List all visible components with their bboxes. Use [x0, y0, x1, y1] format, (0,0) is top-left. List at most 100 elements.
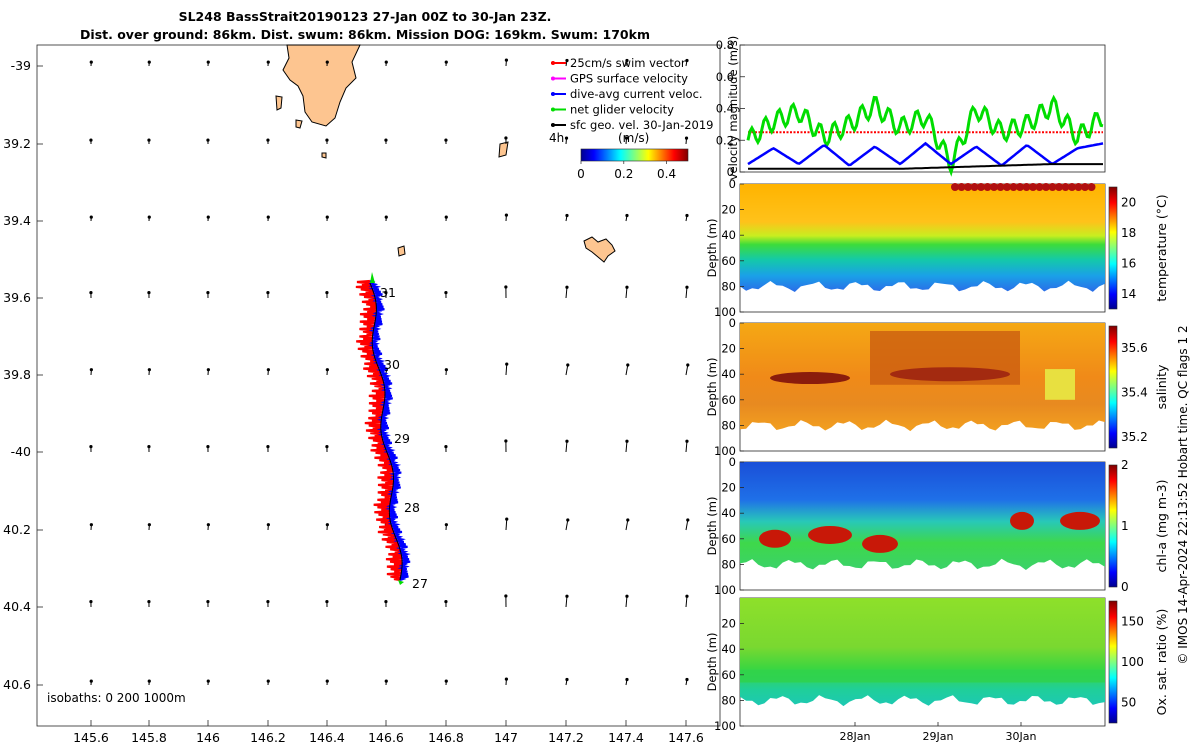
- geo-arrow-head: [206, 445, 210, 449]
- track-line: [369, 282, 403, 581]
- geo-arrow-shaft: [685, 364, 689, 376]
- geo-arrow-head: [444, 215, 448, 219]
- section-ytick-label: 100: [714, 305, 736, 319]
- section-xtick-label: 30Jan: [1006, 730, 1037, 743]
- geo-arrow-head: [89, 138, 93, 142]
- warm-surface-mark: [1003, 183, 1011, 191]
- warm-surface-mark: [1016, 183, 1024, 191]
- geo-arrow-shaft: [625, 364, 629, 376]
- section-ylabel: Depth (m): [705, 497, 719, 556]
- warm-surface-mark: [1087, 183, 1096, 191]
- geo-arrow-head: [686, 518, 690, 522]
- section-cbar-label: Ox. sat. ratio (%): [1154, 609, 1169, 716]
- geo-arrow-head: [504, 213, 509, 217]
- section-colorbar: [1108, 464, 1118, 588]
- legend-label: GPS surface velocity: [570, 72, 688, 86]
- section-ytick-label: 100: [714, 719, 736, 733]
- geo-arrow-head: [147, 600, 151, 604]
- section-ytick-label: 40: [721, 506, 736, 520]
- geo-arrow-head: [625, 213, 629, 218]
- geo-arrow-head: [444, 138, 448, 142]
- warm-surface-mark: [1022, 183, 1031, 191]
- geo-arrow-head: [685, 439, 689, 443]
- chl-max-patch: [862, 534, 898, 553]
- land-islet: [295, 119, 303, 129]
- geo-arrow-shaft: [565, 441, 568, 453]
- section-cbar-label: chl-a (mg m-3): [1154, 480, 1169, 573]
- warm-surface-mark: [1081, 183, 1089, 191]
- map-tick-labels: 145.6 145.8 146 146.2 146.4 146.6 146.8 147 147.…: [3, 58, 704, 745]
- geo-arrow-head: [266, 523, 270, 527]
- section-cbar-tick: 14: [1121, 287, 1136, 301]
- geo-arrow-head: [89, 445, 93, 449]
- section-ytick-label: 20: [721, 203, 736, 217]
- warm-surface-mark: [1061, 183, 1070, 191]
- map-xtick-label: 147: [494, 730, 518, 745]
- oxygen-band: [740, 669, 1105, 683]
- geo-arrow-head: [565, 594, 569, 598]
- velocity-ytick-label: 0.4: [716, 102, 734, 116]
- geo-arrow-head: [565, 58, 569, 63]
- geo-arrow-head: [147, 215, 151, 219]
- geo-arrow-head: [444, 291, 448, 295]
- net-velocity-marker: [370, 272, 375, 283]
- day-label: 27: [412, 576, 428, 591]
- section-xtick-label: 28Jan: [840, 730, 871, 743]
- geo-arrow-head: [626, 518, 630, 522]
- geo-arrow-head: [266, 368, 270, 372]
- geo-arrow-head: [566, 518, 570, 522]
- legend-swatch-dot: [551, 123, 555, 127]
- map-ytick-label: 39.8: [3, 367, 31, 382]
- warm-surface-mark: [970, 183, 979, 191]
- map-ytick-label: 40.4: [3, 599, 31, 614]
- geo-arrow-head: [325, 215, 329, 219]
- geo-arrow-shaft: [625, 441, 628, 453]
- velocity-ticks: 0 0.2 0.4 0.6 0.8: [716, 38, 745, 179]
- velocity-ytick-label: 0.8: [716, 38, 734, 52]
- map-xtick-label: 146.2: [250, 730, 286, 745]
- legend-label: net glider velocity: [570, 103, 674, 117]
- section-cbar-tick: 35.6: [1121, 341, 1148, 355]
- velocity-series-line: [748, 163, 1103, 170]
- geo-arrow-head: [625, 285, 629, 289]
- section-cbar-tick: 16: [1121, 256, 1136, 270]
- map-ytick-label: 40.6: [3, 677, 31, 692]
- map-ytick-label: 39.6: [3, 290, 31, 305]
- section-ytick-label: 0: [729, 316, 736, 330]
- map-xtick-label: 145.6: [73, 730, 109, 745]
- velocity-series-line: [747, 141, 1104, 167]
- map-xtick-label: 146.4: [309, 730, 345, 745]
- section-cbar-tick: 20: [1121, 195, 1136, 209]
- geo-arrow-head: [325, 600, 329, 604]
- low-salinity-patch: [1045, 369, 1075, 400]
- section-ylabel: Depth (m): [705, 358, 719, 417]
- day-label: 29: [394, 431, 410, 446]
- geo-arrow-head: [565, 677, 569, 682]
- geo-arrow-head: [147, 291, 151, 295]
- geo-arrow-head: [266, 600, 270, 604]
- net-velocity-marker: [398, 580, 404, 585]
- velocity-panel: 0 0.2 0.4 0.6 0.8 velocity magnitude (m/s): [716, 36, 1106, 180]
- map-xtick-label: 146: [196, 730, 220, 745]
- geo-arrow-head: [206, 368, 210, 372]
- geo-arrow-head: [206, 60, 210, 64]
- geo-arrow-head: [505, 517, 509, 521]
- land-islet: [397, 245, 406, 257]
- geo-arrow-head: [626, 363, 630, 367]
- geo-arrow-head: [564, 136, 569, 140]
- warm-surface-mark: [990, 183, 998, 191]
- geo-arrow-head: [444, 523, 448, 527]
- geo-arrow-head: [684, 136, 689, 140]
- geo-arrow-head: [384, 291, 388, 295]
- geo-arrow-shaft: [625, 287, 628, 299]
- geo-arrow-head: [89, 600, 93, 604]
- section-cbar-tick: 1: [1121, 519, 1129, 533]
- legend-label: dive-avg current veloc.: [570, 87, 703, 101]
- chl-max-patch: [1060, 511, 1100, 530]
- glider-track: [355, 272, 411, 585]
- geo-arrow-head: [444, 600, 448, 604]
- land-wilsons-promontory: [282, 44, 361, 127]
- geo-arrow-head: [325, 60, 329, 64]
- warm-surface-mark: [1055, 183, 1063, 191]
- map-ytick-label: 39.2: [3, 136, 31, 151]
